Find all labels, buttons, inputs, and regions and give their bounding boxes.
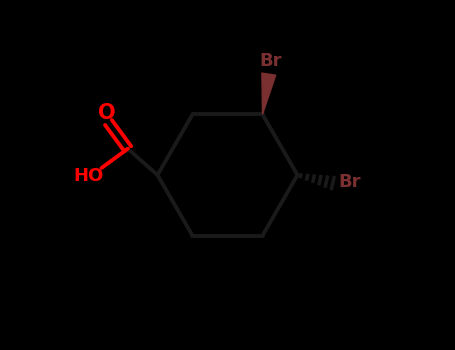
Text: O: O	[98, 103, 116, 123]
Text: Br: Br	[259, 52, 282, 70]
Text: HO: HO	[73, 167, 103, 185]
Text: Br: Br	[339, 173, 361, 191]
Polygon shape	[262, 73, 276, 114]
